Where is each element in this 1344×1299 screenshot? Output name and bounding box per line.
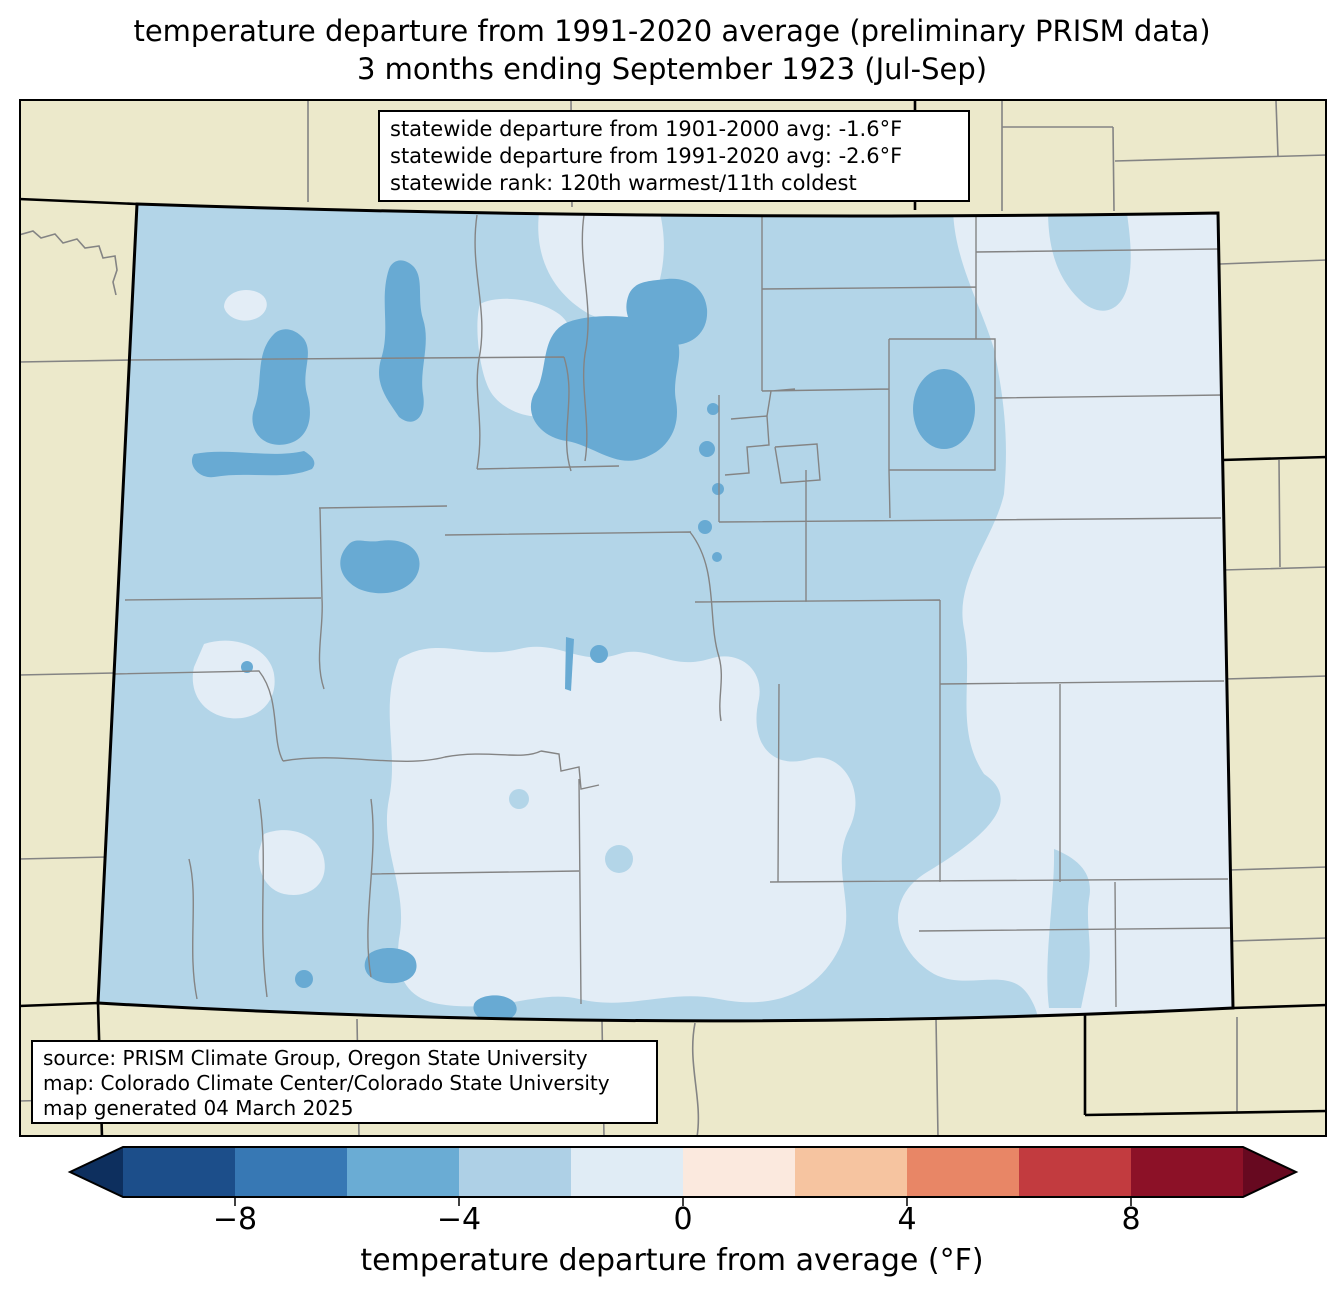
- colorbar: [67, 1146, 1299, 1206]
- source-attribution-box: source: PRISM Climate Group, Oregon Stat…: [31, 1040, 658, 1124]
- anomaly-regions-light: [192, 204, 1233, 1021]
- colorbar-segment: [907, 1147, 1020, 1197]
- stats-line-1: statewide departure from 1901-2000 avg: …: [390, 117, 903, 141]
- stats-line-2: statewide departure from 1991-2020 avg: …: [390, 144, 903, 168]
- colorbar-segment: [683, 1147, 796, 1197]
- colorbar-over-arrow: [1243, 1147, 1296, 1197]
- source-line-2: map: Colorado Climate Center/Colorado St…: [43, 1071, 610, 1095]
- stats-line-3: statewide rank: 120th warmest/11th colde…: [390, 171, 857, 195]
- colorbar-axis-label: temperature departure from average (°F): [360, 1243, 984, 1278]
- neighbor-county-lines: [19, 100, 1327, 1137]
- colorbar-tick-label: −8: [212, 1202, 258, 1237]
- statewide-stats-box: statewide departure from 1901-2000 avg: …: [378, 110, 970, 202]
- colorbar-tick-label: 8: [1121, 1202, 1141, 1237]
- colorbar-segment: [459, 1147, 572, 1197]
- colorbar-tick-label: 0: [673, 1202, 693, 1237]
- colorbar-segment: [1019, 1147, 1132, 1197]
- colorado-county-lines: [113, 214, 1232, 1008]
- anomaly-regions-base-islands: [509, 204, 1131, 1008]
- anomaly-regions-medium: [191, 260, 975, 1021]
- colorbar-under-arrow: [70, 1147, 123, 1197]
- colorbar-tick-label: 4: [897, 1202, 917, 1237]
- colorbar-segment: [235, 1147, 348, 1197]
- source-line-1: source: PRISM Climate Group, Oregon Stat…: [43, 1046, 588, 1070]
- colorbar-segment: [347, 1147, 460, 1197]
- colorbar-segment: [795, 1147, 908, 1197]
- source-line-3: map generated 04 March 2025: [43, 1096, 354, 1120]
- title-line-2: 3 months ending September 1923 (Jul-Sep): [356, 52, 988, 86]
- colorbar-outline: [67, 1146, 1299, 1198]
- colorbar-segment: [123, 1147, 236, 1197]
- colorbar-tick-label: −4: [436, 1202, 482, 1237]
- colorado-state-border: [96, 202, 1235, 1023]
- colorbar-segment: [1131, 1147, 1244, 1197]
- colorbar-segment: [571, 1147, 684, 1197]
- colorado-temperature-map: [19, 99, 1327, 1137]
- title-line-1: temperature departure from 1991-2020 ave…: [133, 14, 1211, 48]
- map-title: temperature departure from 1991-2020 ave…: [0, 12, 1344, 88]
- map-frame: [19, 99, 1327, 1137]
